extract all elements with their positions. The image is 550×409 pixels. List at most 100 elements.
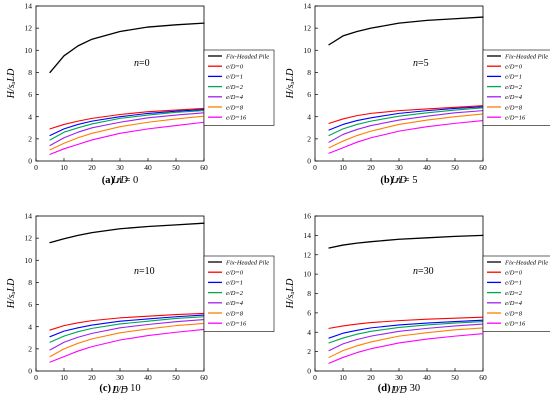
chart-panel-3: 0 10 20 30 40 50 60 0 2 4 6 8 10 12 14 L/D H/sᵤLD n=10 Fix…	[6, 212, 275, 396]
x-tick-label: 0	[34, 163, 38, 172]
y-tick-label: 0	[307, 157, 311, 166]
series-line-e-d-1	[328, 106, 484, 131]
x-tick-label: 0	[313, 373, 317, 382]
series-line-fix-headed-pile	[328, 16, 484, 46]
series-line-e-d-1	[328, 319, 484, 339]
y-tick-label: 4	[307, 112, 311, 121]
y-tick-label: 8	[28, 278, 32, 287]
x-tick-label: 0	[34, 373, 38, 382]
series-line-e-d-16	[328, 333, 484, 364]
y-tick-label: 0	[28, 157, 32, 166]
x-tick-label: 40	[144, 163, 152, 172]
legend-label: e/D=1	[226, 74, 243, 81]
chart-panel-1: 0 10 20 30 40 50 60 0 2 4 6 8 10 12 14 L/D H/sᵤLD n=0 Fix-…	[6, 2, 275, 186]
y-tick-label: 10	[25, 46, 33, 55]
legend-label: e/D=2	[226, 84, 244, 91]
y-tick-label: 4	[28, 322, 32, 331]
panel-caption: (a) n = 0	[102, 175, 139, 186]
y-tick-label: 2	[307, 347, 311, 356]
series-line-fix-headed-pile	[328, 234, 484, 249]
x-tick-label: 10	[339, 163, 347, 172]
legend-label: e/D=0	[226, 64, 244, 71]
y-tick-label: 6	[307, 90, 311, 99]
y-axis-label: H/sᵤLD	[6, 68, 17, 99]
x-axis-label: L/D	[111, 175, 128, 186]
legend-box	[203, 49, 275, 126]
x-tick-label: 10	[60, 163, 68, 172]
y-tick-label: 16	[304, 212, 312, 221]
series-line-e-d-0	[328, 316, 484, 329]
series-line-e-d-4	[49, 318, 205, 351]
y-tick-label: 10	[304, 46, 312, 55]
series-line-e-d-8	[328, 327, 484, 358]
x-tick-label: 30	[395, 373, 403, 382]
x-tick-label: 50	[451, 373, 459, 382]
y-tick-label: 12	[304, 250, 312, 259]
y-tick-label: 2	[307, 134, 311, 143]
legend: Fix-Headed Pile e/D=0 e/D=1 e/D=2 e/D=4 e/D=8…	[203, 49, 275, 126]
legend-label: e/D=1	[505, 74, 522, 81]
panel-annotation: n=5	[413, 58, 429, 69]
series-line-e-d-2	[328, 107, 484, 137]
panel-annotation: n=10	[134, 266, 155, 277]
y-axis-label: H/sᵤLD	[285, 278, 296, 309]
legend-label: e/D=0	[226, 270, 244, 277]
legend-label: e/D=4	[505, 300, 523, 307]
series-line-fix-headed-pile	[49, 22, 205, 74]
chart-panel-4: 0 10 20 30 40 50 60 0 2 4 6 8 10 12 14 16 L/D H/sᵤLD n=30 F…	[285, 212, 550, 396]
x-tick-label: 10	[60, 373, 68, 382]
legend-label: e/D=8	[505, 310, 523, 317]
plot-frame	[35, 5, 205, 162]
legend-label: e/D=1	[505, 280, 522, 287]
series-line-e-d-4	[328, 323, 484, 352]
legend-label: e/D=2	[226, 290, 244, 297]
legend-box	[203, 255, 275, 332]
legend-label: e/D=2	[505, 84, 523, 91]
legend-label: e/D=8	[226, 310, 244, 317]
legend-label: e/D=4	[505, 94, 523, 101]
y-tick-label: 6	[28, 90, 32, 99]
x-tick-label: 40	[423, 163, 431, 172]
legend-label: e/D=4	[226, 94, 244, 101]
y-tick-label: 4	[28, 112, 32, 121]
series-line-e-d-8	[328, 113, 484, 149]
x-tick-label: 10	[339, 373, 347, 382]
y-tick-label: 8	[307, 68, 311, 77]
y-tick-label: 4	[307, 328, 311, 337]
series-line-e-d-4	[49, 112, 205, 147]
panel-annotation: n=30	[413, 266, 434, 277]
x-axis-label: L/D	[390, 175, 407, 186]
series-line-fix-headed-pile	[49, 222, 205, 244]
x-tick-label: 60	[479, 163, 487, 172]
x-tick-label: 40	[144, 373, 152, 382]
legend-box	[482, 255, 550, 332]
x-tick-label: 40	[423, 373, 431, 382]
series-line-e-d-2	[328, 321, 484, 344]
series-line-e-d-4	[328, 110, 484, 143]
x-tick-label: 60	[200, 373, 208, 382]
panel-caption: (c) n = 10	[99, 383, 140, 394]
y-axis-label: H/sᵤLD	[6, 278, 17, 309]
y-axis-label: H/sᵤLD	[285, 68, 296, 99]
legend-label: e/D=2	[505, 290, 523, 297]
panel-caption: (b) n = 5	[380, 175, 417, 186]
legend: Fix-Headed Pile e/D=0 e/D=1 e/D=2 e/D=4 e/D=8…	[482, 255, 550, 332]
legend: Fix-Headed Pile e/D=0 e/D=1 e/D=2 e/D=4 e/D=8…	[203, 255, 275, 332]
panel-caption: (d) n = 30	[378, 383, 420, 394]
x-tick-label: 50	[172, 373, 180, 382]
y-tick-label: 6	[28, 300, 32, 309]
y-tick-label: 14	[25, 212, 33, 221]
legend-label: Fix-Headed Pile	[225, 259, 269, 266]
legend-label: e/D=1	[226, 280, 243, 287]
x-tick-label: 0	[313, 163, 317, 172]
x-tick-label: 50	[172, 163, 180, 172]
y-tick-label: 0	[28, 367, 32, 376]
x-tick-label: 30	[116, 163, 124, 172]
legend-label: Fix-Headed Pile	[225, 53, 269, 60]
legend-label: e/D=0	[505, 64, 523, 71]
x-tick-label: 50	[451, 163, 459, 172]
y-tick-label: 14	[304, 2, 312, 11]
legend-label: Fix-Headed Pile	[504, 259, 548, 266]
x-tick-label: 30	[395, 163, 403, 172]
y-tick-label: 12	[25, 24, 33, 33]
